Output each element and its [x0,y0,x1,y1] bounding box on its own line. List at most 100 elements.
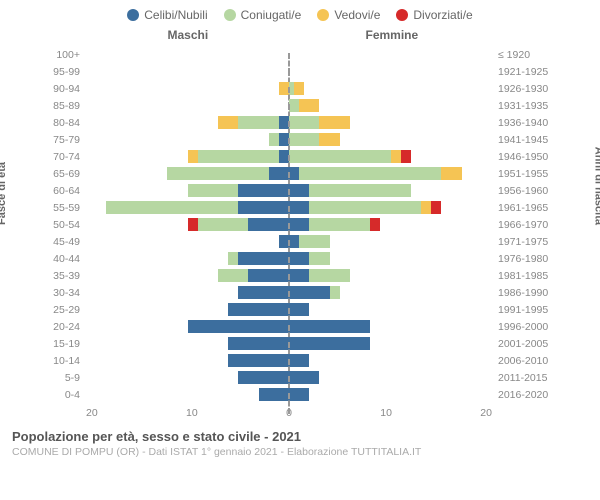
age-row: 70-741946-1950 [48,148,550,165]
male-bars [86,235,289,248]
bar-segment [269,133,279,146]
bar-segment [441,167,461,180]
birth-year-label: 1956-1960 [492,185,550,197]
age-row: 10-142006-2010 [48,352,550,369]
female-bars [289,48,492,61]
male-bars [86,133,289,146]
male-bars [86,116,289,129]
female-bars [289,320,492,333]
male-bars [86,303,289,316]
bar-segment [330,286,340,299]
bar-segment [238,184,289,197]
legend-label: Celibi/Nubili [144,8,207,22]
age-label: 70-74 [48,151,86,163]
age-label: 85-89 [48,100,86,112]
birth-year-label: 1921-1925 [492,66,550,78]
birth-year-label: 1976-1980 [492,253,550,265]
age-row: 25-29 1991-1995 [48,301,550,318]
female-bars [289,252,492,265]
birth-year-label: 1961-1965 [492,202,550,214]
legend-item: Vedovi/e [317,8,380,22]
female-bars [289,201,492,214]
bar-segment [248,269,289,282]
male-bars [86,252,289,265]
age-label: 100+ [48,49,86,61]
bar-segment [309,252,329,265]
age-label: 65-69 [48,168,86,180]
bar-segment [289,99,299,112]
bar-segment [198,150,279,163]
bar-segment [289,388,309,401]
chart-subtitle: COMUNE DI POMPU (OR) - Dati ISTAT 1° gen… [12,446,588,458]
bar-segment [248,218,289,231]
bar-segment [401,150,411,163]
legend-swatch [317,9,329,21]
age-label: 90-94 [48,83,86,95]
bar-segment [289,116,319,129]
male-bars [86,65,289,78]
legend-swatch [396,9,408,21]
birth-year-label: 1971-1975 [492,236,550,248]
male-bars [86,82,289,95]
female-bars [289,388,492,401]
bar-segment [289,167,299,180]
age-row: 60-64 1956-1960 [48,182,550,199]
male-bars [86,337,289,350]
bar-segment [188,320,290,333]
age-label: 45-49 [48,236,86,248]
birth-year-label: 2006-2010 [492,355,550,367]
bar-segment [167,167,269,180]
birth-year-label: 2016-2020 [492,389,550,401]
bar-segment [238,116,279,129]
bar-segment [218,116,238,129]
bar-segment [421,201,431,214]
bar-segment [319,133,339,146]
bar-segment [228,303,289,316]
bar-segment [188,184,239,197]
female-bars [289,269,492,282]
age-label: 0-4 [48,389,86,401]
birth-year-label: 1926-1930 [492,83,550,95]
female-bars [289,82,492,95]
female-bars [289,218,492,231]
center-line [288,393,290,414]
bar-segment [370,218,380,231]
male-bars [86,320,289,333]
age-row: 40-441976-1980 [48,250,550,267]
x-tick: 20 [480,407,492,419]
female-bars [289,184,492,197]
bar-segment [238,201,289,214]
bar-segment [309,201,421,214]
legend-item: Coniugati/e [224,8,302,22]
header-female: Femmine [366,28,419,42]
female-bars [289,235,492,248]
bar-segment [294,82,304,95]
age-label: 60-64 [48,185,86,197]
bar-segment [309,184,411,197]
age-row: 15-192001-2005 [48,335,550,352]
female-bars [289,116,492,129]
age-label: 80-84 [48,117,86,129]
birth-year-label: 1991-1995 [492,304,550,316]
bar-segment [198,218,249,231]
bar-segment [289,235,299,248]
birth-year-label: 1931-1935 [492,100,550,112]
age-row: 75-791941-1945 [48,131,550,148]
column-headers: Maschi Femmine [0,28,600,46]
bar-segment [431,201,441,214]
bar-segment [289,320,370,333]
legend-swatch [224,9,236,21]
legend-label: Coniugati/e [241,8,302,22]
bar-segment [289,150,391,163]
age-row: 90-94 1926-1930 [48,80,550,97]
age-row: 45-49 1971-1975 [48,233,550,250]
age-label: 25-29 [48,304,86,316]
age-row: 85-89 1931-1935 [48,97,550,114]
age-row: 5-92011-2015 [48,369,550,386]
female-bars [289,354,492,367]
age-label: 20-24 [48,321,86,333]
y-axis-title-left: Fasce di età [0,162,8,225]
age-row: 80-841936-1940 [48,114,550,131]
male-bars [86,354,289,367]
age-row: 50-541966-1970 [48,216,550,233]
